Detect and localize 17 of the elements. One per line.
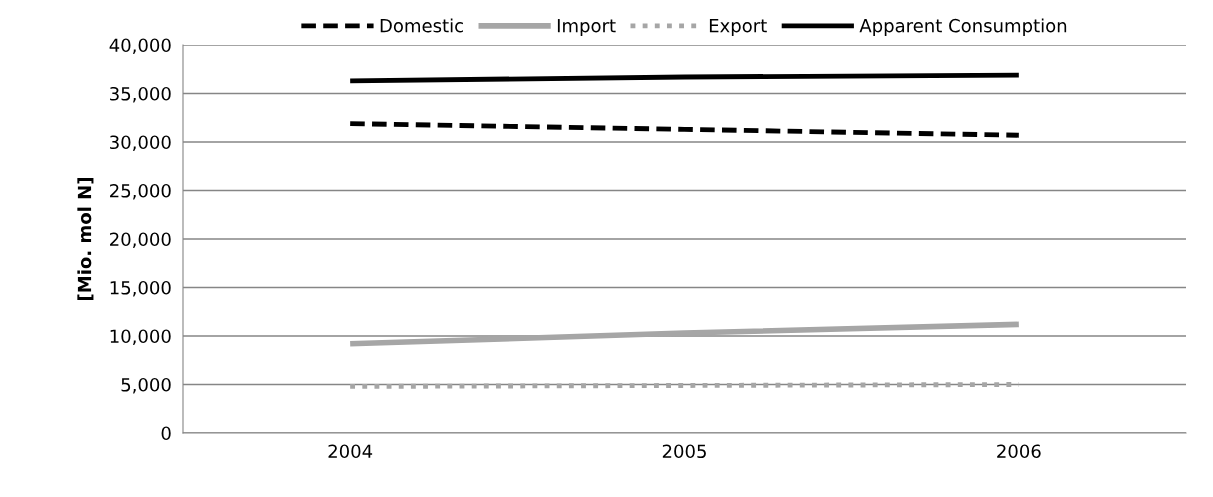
- y-tick-label: 35,000: [110, 86, 171, 103]
- x-tick-label: 2006: [997, 444, 1041, 459]
- y-tick-label: 10,000: [110, 329, 171, 345]
- y-tick-label: 30,000: [110, 135, 171, 151]
- y-tick-label: 25,000: [110, 183, 171, 200]
- legend-label: Import: [557, 19, 616, 36]
- y-tick-label: 0: [161, 426, 171, 441]
- legend-label: Export: [709, 19, 767, 36]
- y-tick-label: 20,000: [110, 232, 171, 248]
- x-tick-label: 2005: [662, 444, 706, 459]
- y-tick-label: 5,000: [121, 377, 171, 394]
- legend-label: Apparent Consumption: [859, 18, 1067, 36]
- legend-label: Domestic: [380, 18, 463, 33]
- x-tick-label: 2004: [328, 444, 373, 459]
- y-tick-label: 40,000: [109, 38, 171, 54]
- y-axis-title: [Mio. mol N]: [77, 178, 94, 300]
- y-tick-label: 15,000: [110, 280, 171, 297]
